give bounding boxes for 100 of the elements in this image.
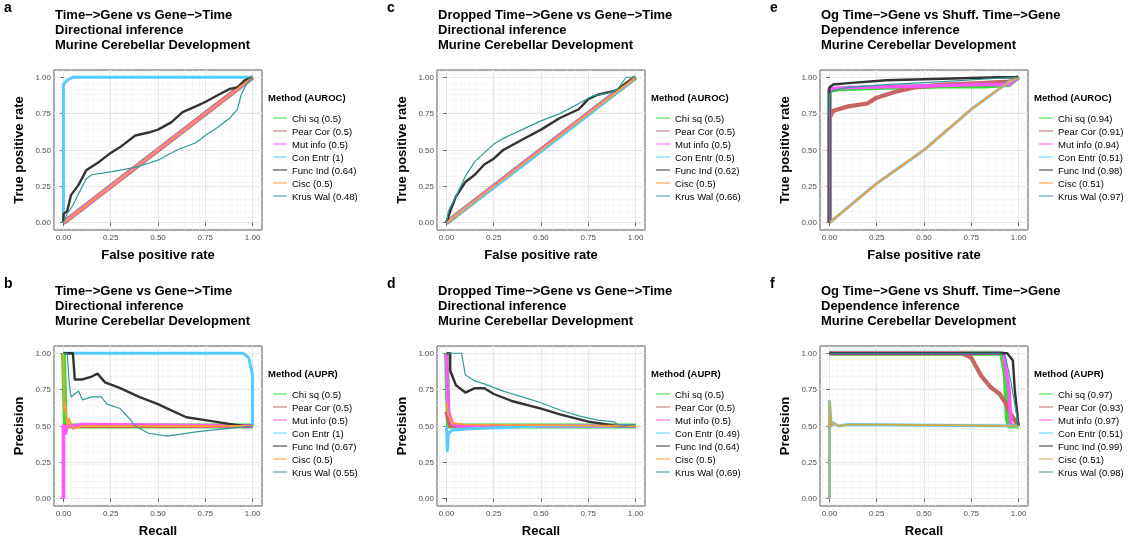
x-tick-label: 0.00 bbox=[438, 508, 455, 518]
legend-title: Method (AUROC) bbox=[651, 91, 729, 103]
legend-label: Con Entr (0.51) bbox=[1058, 151, 1123, 163]
x-tick-label: 0.00 bbox=[55, 508, 72, 518]
legend-label: Pear Cor (0.5) bbox=[675, 125, 736, 137]
x-tick-label: 0.50 bbox=[916, 232, 933, 242]
y-tick-label: 0.50 bbox=[801, 421, 818, 431]
x-tick-label: 1.00 bbox=[244, 508, 261, 518]
x-tick-label: 0.25 bbox=[102, 232, 120, 242]
legend-label: Chi sq (0.5) bbox=[292, 388, 342, 400]
x-tick-label: 0.50 bbox=[916, 508, 933, 518]
y-tick-label: 0.75 bbox=[418, 385, 435, 395]
x-tick-label: 0.25 bbox=[485, 508, 503, 518]
x-tick-label: 0.25 bbox=[102, 508, 120, 518]
x-tick-label: 0.00 bbox=[55, 232, 72, 242]
legend-label: Func Ind (0.64) bbox=[292, 164, 357, 176]
x-tick-label: 1.00 bbox=[1010, 508, 1027, 518]
legend-label: Krus Wal (0.66) bbox=[675, 190, 741, 202]
legend-label: Krus Wal (0.98) bbox=[1058, 466, 1124, 478]
y-tick-label: 0.25 bbox=[35, 457, 52, 467]
legend-label: Cisc (0.5) bbox=[292, 453, 333, 465]
y-axis-title: True positive rate bbox=[776, 96, 792, 204]
legend-label: Func Ind (0.98) bbox=[1058, 164, 1123, 176]
x-tick-label: 0.75 bbox=[197, 508, 214, 518]
legend-label: Cisc (0.51) bbox=[1058, 453, 1104, 465]
legend-label: Con Entr (0.51) bbox=[1058, 427, 1123, 439]
x-tick-label: 0.25 bbox=[868, 508, 886, 518]
x-axis-title: Recall bbox=[904, 523, 944, 538]
y-tick-label: 1.00 bbox=[801, 72, 818, 82]
x-tick-label: 0.75 bbox=[580, 508, 597, 518]
legend-label: Con Entr (0.5) bbox=[675, 151, 735, 163]
y-tick-label: 0.25 bbox=[801, 181, 818, 191]
y-tick-label: 0.25 bbox=[418, 181, 435, 191]
legend-label: Pear Cor (0.5) bbox=[292, 401, 353, 413]
chart-title: Time−>Gene vs Gene−>Time Directional inference Murine Cerebellar Development bbox=[55, 7, 251, 52]
legend-label: Krus Wal (0.55) bbox=[292, 466, 358, 478]
x-tick-label: 0.50 bbox=[150, 508, 167, 518]
y-tick-label: 1.00 bbox=[801, 348, 818, 358]
y-tick-label: 0.00 bbox=[35, 218, 52, 228]
y-tick-label: 0.25 bbox=[418, 457, 435, 467]
legend-label: Chi sq (0.5) bbox=[675, 112, 725, 124]
y-tick-label: 0.00 bbox=[801, 494, 818, 504]
chart-title: Time−>Gene vs Gene−>Time Directional inference Murine Cerebellar Development bbox=[55, 283, 251, 328]
y-tick-label: 1.00 bbox=[35, 348, 52, 358]
x-tick-label: 0.50 bbox=[150, 232, 167, 242]
y-tick-label: 0.75 bbox=[35, 385, 52, 395]
legend-label: Con Entr (1) bbox=[292, 427, 344, 439]
text: d bbox=[387, 275, 396, 291]
text: a bbox=[4, 0, 12, 15]
x-tick-label: 1.00 bbox=[627, 508, 644, 518]
legend-label: Krus Wal (0.48) bbox=[292, 190, 358, 202]
x-tick-label: 0.00 bbox=[438, 232, 455, 242]
x-tick-label: 1.00 bbox=[244, 232, 261, 242]
legend-label: Con Entr (1) bbox=[292, 151, 344, 163]
y-tick-label: 0.00 bbox=[418, 218, 435, 228]
x-tick-label: 0.25 bbox=[485, 232, 503, 242]
x-tick-label: 1.00 bbox=[1010, 232, 1027, 242]
legend-title: Method (AUPR) bbox=[651, 367, 721, 379]
y-axis-title: Precision bbox=[10, 396, 26, 456]
y-tick-label: 0.00 bbox=[801, 218, 818, 228]
text: c bbox=[387, 0, 395, 15]
legend-label: Krus Wal (0.69) bbox=[675, 466, 741, 478]
legend-label: Krus Wal (0.97) bbox=[1058, 190, 1124, 202]
legend-label: Mut info (0.94) bbox=[1058, 138, 1120, 150]
y-tick-label: 0.00 bbox=[35, 494, 52, 504]
legend-label: Func Ind (0.67) bbox=[292, 440, 357, 452]
legend-label: Pear Cor (0.5) bbox=[675, 401, 736, 413]
y-tick-label: 0.50 bbox=[801, 145, 818, 155]
y-tick-label: 1.00 bbox=[418, 72, 435, 82]
y-axis-title: Precision bbox=[393, 396, 409, 456]
legend-title: Method (AUROC) bbox=[268, 91, 346, 103]
legend-label: Chi sq (0.5) bbox=[292, 112, 342, 124]
legend-label: Cisc (0.5) bbox=[292, 177, 333, 189]
chart-title: Og Time−>Gene vs Shuff. Time−>Gene Dependence inference Murine Cerebellar Development bbox=[821, 283, 1061, 328]
chart-title: Dropped Time−>Gene vs Gene−>Time Directional inference Murine Cerebellar Development bbox=[438, 283, 673, 328]
y-tick-label: 0.25 bbox=[801, 457, 818, 467]
x-tick-label: 0.50 bbox=[533, 232, 550, 242]
y-axis-title: True positive rate bbox=[393, 96, 409, 204]
y-tick-label: 0.50 bbox=[418, 145, 435, 155]
text: b bbox=[4, 275, 13, 291]
x-axis-title: False positive rate bbox=[867, 247, 981, 262]
chart-title: Dropped Time−>Gene vs Gene−>Time Directional inference Murine Cerebellar Development bbox=[438, 7, 673, 52]
y-tick-label: 0.25 bbox=[35, 181, 52, 191]
x-tick-label: 0.25 bbox=[868, 232, 886, 242]
legend-label: Func Ind (0.62) bbox=[675, 164, 740, 176]
legend-label: Func Ind (0.64) bbox=[675, 440, 740, 452]
legend-label: Cisc (0.5) bbox=[675, 177, 716, 189]
legend-label: Pear Cor (0.91) bbox=[1058, 125, 1124, 137]
legend-label: Mut info (0.5) bbox=[675, 138, 731, 150]
y-tick-label: 0.75 bbox=[801, 385, 818, 395]
legend-label: Cisc (0.51) bbox=[1058, 177, 1104, 189]
x-tick-label: 0.75 bbox=[580, 232, 597, 242]
x-tick-label: 0.00 bbox=[821, 232, 838, 242]
legend-label: Chi sq (0.94) bbox=[1058, 112, 1113, 124]
y-tick-label: 0.50 bbox=[35, 421, 52, 431]
y-tick-label: 0.75 bbox=[801, 109, 818, 119]
x-tick-label: 0.75 bbox=[963, 232, 980, 242]
x-axis-title: Recall bbox=[521, 523, 561, 538]
y-axis-title: Precision bbox=[776, 396, 792, 456]
legend-label: Pear Cor (0.5) bbox=[292, 125, 353, 137]
